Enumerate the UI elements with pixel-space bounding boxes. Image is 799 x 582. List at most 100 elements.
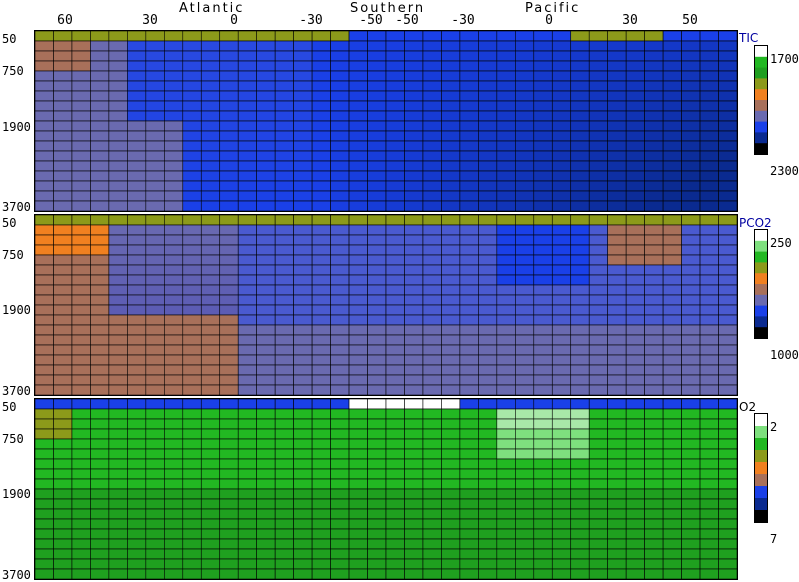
heatmap-cell	[404, 264, 424, 276]
heatmap-cell	[200, 458, 221, 470]
heatmap-cell	[145, 170, 165, 182]
heatmap-cell	[551, 140, 572, 152]
heatmap-cell	[496, 50, 516, 62]
heatmap-cell	[422, 140, 442, 152]
heatmap-cell	[533, 90, 553, 102]
heatmap-cell	[404, 568, 424, 579]
heatmap-cell	[496, 548, 516, 560]
heatmap-cell	[625, 418, 645, 430]
heatmap-cell	[219, 508, 239, 520]
heatmap-cell	[219, 170, 239, 182]
heatmap-cell	[348, 438, 368, 450]
heatmap-cell	[551, 478, 572, 490]
heatmap-cell	[662, 31, 682, 42]
heatmap-cell	[478, 438, 498, 450]
heatmap-cell	[90, 190, 110, 202]
heatmap-cell	[644, 314, 664, 326]
heatmap-cell	[551, 31, 572, 42]
heatmap-cell	[588, 100, 608, 112]
heatmap-cell	[145, 478, 165, 490]
heatmap-cell	[127, 50, 147, 62]
heatmap-cell	[219, 284, 239, 296]
heatmap-cell	[607, 200, 627, 211]
heatmap-cell	[164, 294, 184, 306]
heatmap-cell	[200, 364, 221, 376]
heatmap-cell	[385, 180, 405, 192]
heatmap-cell	[145, 448, 165, 460]
heatmap-cell	[348, 80, 368, 92]
heatmap-cell	[404, 408, 424, 420]
heatmap-cell	[441, 50, 461, 62]
heatmap-cell	[293, 31, 313, 42]
heatmap-cell	[330, 160, 350, 172]
heatmap-cell	[478, 568, 498, 579]
heatmap-cell	[625, 224, 645, 236]
heatmap-cell	[588, 468, 608, 480]
heatmap-cell	[533, 508, 553, 520]
heatmap-cell	[681, 364, 701, 376]
heatmap-cell	[108, 344, 128, 356]
heatmap-cell	[699, 568, 719, 579]
heatmap-cell	[274, 274, 294, 286]
heatmap-cell	[644, 90, 664, 102]
heatmap-cell	[35, 90, 54, 102]
heatmap-cell	[53, 254, 73, 266]
heatmap-cell	[219, 254, 239, 266]
heatmap-cell	[90, 130, 110, 142]
heatmap-cell	[662, 528, 682, 540]
heatmap-cell	[35, 324, 54, 336]
heatmap-cell	[588, 50, 608, 62]
heatmap-cell	[496, 374, 516, 386]
heatmap-cell	[422, 478, 442, 490]
heatmap-cell	[200, 508, 221, 520]
heatmap-cell	[385, 344, 405, 356]
heatmap-cell	[662, 418, 682, 430]
heatmap-cell	[570, 244, 590, 256]
heatmap-cell	[422, 224, 442, 236]
heatmap-cell	[404, 90, 424, 102]
heatmap-cell	[348, 244, 368, 256]
heatmap-cell	[718, 31, 737, 42]
heatmap-cell	[570, 458, 590, 470]
heatmap-cell	[219, 264, 239, 276]
heatmap-cell	[330, 150, 350, 162]
heatmap-cell	[644, 468, 664, 480]
heatmap-cell	[478, 160, 498, 172]
colorbar-swatch	[755, 67, 767, 79]
heatmap-cell	[219, 314, 239, 326]
heatmap-cell	[588, 558, 608, 570]
heatmap-cell	[108, 374, 128, 386]
heatmap-cell	[625, 110, 645, 122]
heatmap-cell	[422, 40, 442, 52]
heatmap-cell	[35, 498, 54, 510]
heatmap-cell	[330, 215, 350, 226]
heatmap-cell	[644, 294, 664, 306]
heatmap-cell	[385, 120, 405, 132]
heatmap-cell	[533, 458, 553, 470]
heatmap-cell	[145, 60, 165, 72]
heatmap-cell	[348, 304, 368, 316]
heatmap-cell	[551, 508, 572, 520]
heatmap-cell	[662, 90, 682, 102]
heatmap-cell	[681, 548, 701, 560]
heatmap-cell	[330, 60, 350, 72]
heatmap-cell	[681, 538, 701, 550]
heatmap-cell	[348, 170, 368, 182]
heatmap-cell	[404, 40, 424, 52]
heatmap-cell	[662, 130, 682, 142]
heatmap-cell	[607, 60, 627, 72]
heatmap-cell	[274, 224, 294, 236]
heatmap-cell	[108, 244, 128, 256]
heatmap-cell	[127, 284, 147, 296]
colorbar-swatch	[755, 132, 767, 144]
heatmap-cell	[459, 70, 479, 82]
heatmap-cell	[53, 488, 73, 500]
heatmap-cell	[718, 234, 737, 246]
heatmap-cell	[515, 324, 535, 336]
heatmap-cell	[311, 60, 331, 72]
heatmap-cell	[293, 244, 313, 256]
heatmap-cell	[459, 130, 479, 142]
heatmap-cell	[145, 224, 165, 236]
heatmap-cell	[404, 160, 424, 172]
heatmap-cell	[274, 150, 294, 162]
